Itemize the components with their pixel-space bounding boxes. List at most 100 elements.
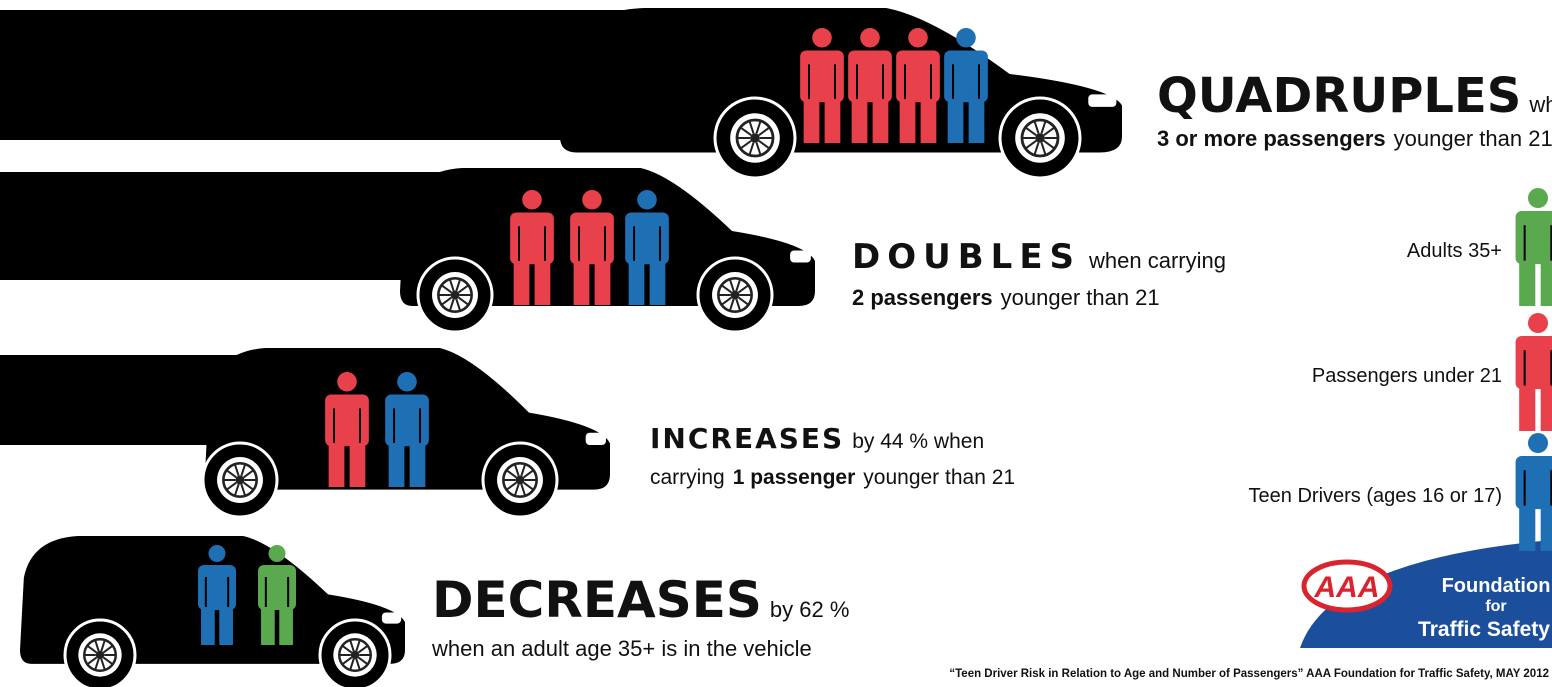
- person-head: [582, 190, 602, 210]
- hub: [451, 291, 460, 300]
- person-leg: [900, 91, 916, 143]
- person-leg: [873, 91, 889, 143]
- row-detail: carrying: [650, 466, 725, 489]
- person-head: [522, 190, 542, 210]
- person-leg: [595, 253, 611, 305]
- row-text: when an adult age 35+ is in the vehicle: [431, 636, 812, 661]
- person-leg: [921, 91, 937, 143]
- row-detail: younger than 21: [1001, 285, 1160, 310]
- person-leg: [852, 91, 868, 143]
- person-arm-gap: [904, 64, 906, 99]
- person-arm-gap: [659, 226, 661, 261]
- person-arm-gap: [930, 64, 932, 99]
- row-text: 3 or more passengersyounger than 21: [1157, 126, 1552, 151]
- person-leg: [389, 435, 405, 487]
- person-head: [1528, 188, 1548, 208]
- person-arm-gap: [952, 64, 954, 99]
- row-text: DOUBLES when carrying: [852, 237, 1226, 277]
- person-head: [812, 28, 832, 48]
- row-text: carrying 1 passenger younger than 21: [650, 466, 1015, 489]
- hub: [516, 476, 525, 485]
- person-arm-gap: [1524, 225, 1526, 260]
- person-head: [1528, 433, 1548, 453]
- hub: [96, 651, 104, 659]
- person-leg: [329, 435, 345, 487]
- person-arm-gap: [287, 577, 289, 607]
- person-arm-gap: [393, 408, 395, 443]
- person-leg: [948, 91, 964, 143]
- row-text: QUADRUPLESwhen carrying: [1157, 68, 1552, 124]
- person-arm-gap: [578, 226, 580, 261]
- legend-label: Passengers under 21: [1312, 365, 1502, 387]
- hub: [750, 133, 760, 143]
- person-head: [397, 372, 417, 392]
- person-leg: [261, 600, 275, 645]
- person-head: [637, 190, 657, 210]
- person-arm-gap: [633, 226, 635, 261]
- citation: “Teen Driver Risk in Relation to Age and…: [949, 668, 1549, 680]
- person-leg: [514, 253, 530, 305]
- hub: [731, 291, 740, 300]
- row-emphasis: 3 or more passengers: [1157, 126, 1386, 151]
- row-detail: by 44 % when: [852, 430, 984, 453]
- hub: [236, 476, 245, 485]
- row-headline: DECREASES: [432, 571, 762, 629]
- person-leg: [201, 600, 215, 645]
- headlight: [1088, 94, 1116, 107]
- logo-line: Foundation: [1442, 575, 1551, 597]
- row-headline: INCREASES: [650, 422, 844, 455]
- hub: [1035, 133, 1045, 143]
- person-leg: [629, 253, 645, 305]
- person-leg: [969, 91, 985, 143]
- person-leg: [535, 253, 551, 305]
- logo-line: for: [1485, 598, 1506, 615]
- person-arm-gap: [834, 64, 836, 99]
- row-emphasis: 1 passenger: [733, 466, 856, 489]
- person-head: [337, 372, 357, 392]
- row-detail: when carrying: [1088, 248, 1226, 273]
- person-leg: [1519, 497, 1535, 551]
- person-arm-gap: [808, 64, 810, 99]
- person-head: [209, 545, 226, 562]
- row-text: 2 passengers younger than 21: [852, 285, 1160, 310]
- row-detail: younger than 21: [863, 466, 1015, 489]
- logo-mark: AAA: [1314, 571, 1380, 604]
- person-icon: [1516, 433, 1552, 551]
- person-arm-gap: [333, 408, 335, 443]
- person-leg: [650, 253, 666, 305]
- person-arm-gap: [359, 408, 361, 443]
- row-emphasis: 2 passengers: [852, 285, 993, 310]
- person-leg: [1541, 377, 1552, 431]
- person-head: [908, 28, 928, 48]
- person-arm-gap: [518, 226, 520, 261]
- person-head: [1528, 313, 1548, 333]
- row-text: DECREASES by 62 %: [432, 571, 849, 629]
- person-arm-gap: [205, 577, 207, 607]
- person-arm-gap: [604, 226, 606, 261]
- person-arm-gap: [544, 226, 546, 261]
- person-arm-gap: [978, 64, 980, 99]
- person-arm-gap: [227, 577, 229, 607]
- person-leg: [410, 435, 426, 487]
- person-leg: [1541, 497, 1552, 551]
- person-leg: [1541, 252, 1552, 306]
- logo-line: Traffic Safety: [1418, 618, 1550, 641]
- person-arm-gap: [856, 64, 858, 99]
- person-leg: [574, 253, 590, 305]
- person-arm-gap: [882, 64, 884, 99]
- row-detail: by 62 %: [770, 597, 850, 622]
- person-leg: [804, 91, 820, 143]
- person-icon: [1516, 313, 1552, 431]
- person-icon: [1516, 188, 1552, 306]
- headlight: [790, 251, 811, 263]
- legend-label: Adults 35+: [1407, 240, 1502, 262]
- person-arm-gap: [265, 577, 267, 607]
- headlight: [382, 612, 401, 623]
- row-headline: DOUBLES: [852, 237, 1081, 277]
- person-leg: [219, 600, 233, 645]
- hub: [351, 651, 359, 659]
- legend-label: Teen Drivers (ages 16 or 17): [1249, 485, 1502, 507]
- person-leg: [1519, 252, 1535, 306]
- row-detail: when an adult age 35+ is in the vehicle: [431, 636, 812, 661]
- person-leg: [1519, 377, 1535, 431]
